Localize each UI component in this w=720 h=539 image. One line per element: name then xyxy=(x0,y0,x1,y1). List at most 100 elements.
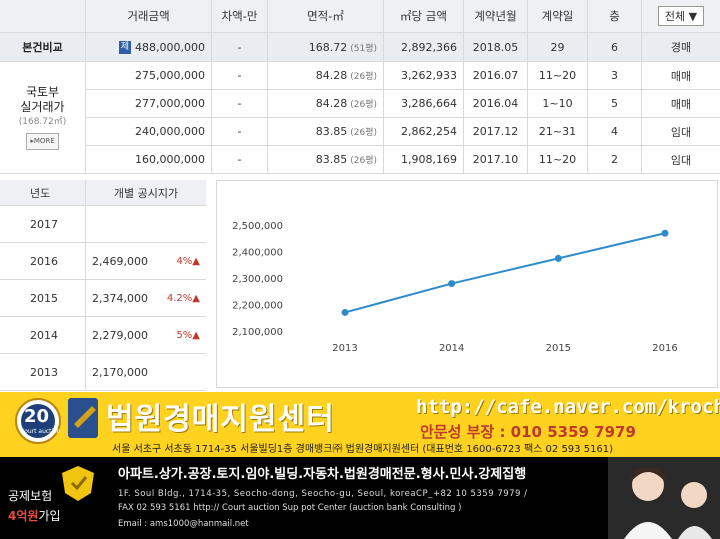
insurance-join: 가입 xyxy=(38,509,61,523)
subject-diff: - xyxy=(212,33,268,62)
table-row: 277,000,000- 84.28 (26평) 3,286,664 2016.04 1~… xyxy=(0,90,720,118)
land-price: 2,374,000 xyxy=(92,291,148,305)
y-tick-label: 2,200,000 xyxy=(232,301,283,312)
subject-row: 본건비교 제 488,000,000 - 168.72 (51평) 2,892,3… xyxy=(0,33,720,62)
trade-table: 거래금액 차액-만 면적-㎡ ㎡당 금액 계약년월 계약일 층 전체 ▼ 본건비… xyxy=(0,0,720,174)
header-floor: 층 xyxy=(588,0,642,33)
row-day: 11~20 xyxy=(528,62,588,90)
row-type: 임대 xyxy=(642,146,720,174)
data-point xyxy=(554,254,562,262)
row-price: 240,000,000 xyxy=(86,118,212,146)
row-area: 84.28 xyxy=(315,69,348,82)
ad-banner: 20 Court auction 법원경매지원센터 http://cafe.na… xyxy=(0,392,720,457)
row-area-unit: (26평) xyxy=(350,100,377,110)
subject-label: 본건비교 xyxy=(0,33,86,62)
y-tick-label: 2,400,000 xyxy=(232,248,283,259)
land-price: 2,469,000 xyxy=(92,254,148,268)
row-area: 84.28 xyxy=(315,97,348,110)
row-diff: - xyxy=(212,118,268,146)
row-type: 매매 xyxy=(642,90,720,118)
row-unit-price: 3,262,933 xyxy=(384,62,464,90)
row-area: 83.85 xyxy=(315,153,348,166)
subject-day: 29 xyxy=(528,33,588,62)
filter-dropdown[interactable]: 전체 ▼ xyxy=(657,6,705,26)
services-text: 아파트.상가.공장.토지.임야.빌딩.자동차.법원경매전문.형사.민사.강제집행 xyxy=(118,467,527,482)
insurance-amount: 4억원 xyxy=(8,509,39,523)
row-diff: - xyxy=(212,62,268,90)
table-header: 거래금액 차액-만 면적-㎡ ㎡당 금액 계약년월 계약일 층 전체 ▼ xyxy=(0,0,720,33)
land-price-chart: 2,100,000 2,200,000 2,300,000 2,400,000 2,50… xyxy=(216,180,718,388)
row-price: 275,000,000 xyxy=(86,62,212,90)
footer-email[interactable]: Email : ams1000@hanmail.net xyxy=(118,519,249,529)
land-change-pct: 5%▲ xyxy=(176,329,200,341)
badge-sub: Court auction xyxy=(20,428,61,435)
header-contract-month: 계약년월 xyxy=(464,0,528,33)
land-year: 2013 xyxy=(0,354,86,390)
row-diff: - xyxy=(212,90,268,118)
land-row: 2013 2,170,000 xyxy=(0,354,206,391)
x-tick-label: 2013 xyxy=(332,343,357,354)
subject-area-unit: (51평) xyxy=(350,43,377,54)
banner-url[interactable]: http://cafe.naver.com/krocha xyxy=(416,396,720,418)
subject-ym: 2018.05 xyxy=(464,33,528,62)
row-type: 임대 xyxy=(642,118,720,146)
operator-photo-icon xyxy=(608,457,720,539)
row-day: 21~31 xyxy=(528,118,588,146)
subject-floor: 6 xyxy=(588,33,642,62)
land-price: 2,170,000 xyxy=(92,365,148,379)
land-row: 2014 2,279,000 5%▲ xyxy=(0,317,206,354)
header-contract-day: 계약일 xyxy=(528,0,588,33)
molit-label: 국토부 실거래가 (168.72㎡) ▸MORE xyxy=(0,62,86,174)
table-row: 275,000,000- 84.28 (26평) 3,262,933 2016.07 11… xyxy=(0,62,720,90)
row-area: 83.85 xyxy=(315,125,348,138)
data-point xyxy=(341,308,349,316)
line-chart: 2,100,000 2,200,000 2,300,000 2,400,000 2,50… xyxy=(232,221,678,354)
subject-area: 168.72 xyxy=(308,40,348,54)
land-year: 2017 xyxy=(0,206,86,242)
land-change-pct: 4%▲ xyxy=(176,255,200,267)
footer-eng-2: FAX 02 593 5161 http:// Court auction Su… xyxy=(118,503,462,513)
header-unit-price: ㎡당 금액 xyxy=(384,0,464,33)
land-row: 2016 2,469,000 4%▲ xyxy=(0,243,206,280)
subject-type: 경매 xyxy=(642,33,720,62)
more-button[interactable]: ▸MORE xyxy=(26,133,59,150)
subject-price: 488,000,000 xyxy=(135,40,205,54)
row-floor: 3 xyxy=(588,62,642,90)
y-tick-label: 2,300,000 xyxy=(232,274,283,285)
row-area-unit: (26평) xyxy=(350,72,377,82)
row-ym: 2017.12 xyxy=(464,118,528,146)
center-logo-icon xyxy=(15,398,98,444)
row-type: 매매 xyxy=(642,62,720,90)
row-floor: 2 xyxy=(588,146,642,174)
header-diff: 차액-만 xyxy=(212,0,268,33)
land-row: 2015 2,374,000 4.2%▲ xyxy=(0,280,206,317)
row-ym: 2016.07 xyxy=(464,62,528,90)
banner-address: 서울 서초구 서초동 1714-35 서울빌딩1층 경매뱅크㈜ 법원경매지원센터… xyxy=(112,444,614,455)
y-tick-label: 2,100,000 xyxy=(232,327,283,338)
land-price-table: 년도 개별 공시지가 2017 2016 2,469,000 4%▲ 2015 2,374… xyxy=(0,180,206,391)
header-area: 면적-㎡ xyxy=(268,0,384,33)
x-tick-label: 2016 xyxy=(652,343,677,354)
x-tick-label: 2015 xyxy=(546,343,571,354)
land-year: 2015 xyxy=(0,280,86,316)
row-unit-price: 2,862,254 xyxy=(384,118,464,146)
x-tick-label: 2014 xyxy=(439,343,464,354)
land-change-pct: 4.2%▲ xyxy=(166,292,200,304)
footer: 공제보험 4억원가입 아파트.상가.공장.토지.임야.빌딩.자동차.법원경매전문… xyxy=(0,457,720,539)
banner-title: 법원경매지원센터 xyxy=(106,402,335,437)
row-price: 277,000,000 xyxy=(86,90,212,118)
land-year: 2014 xyxy=(0,317,86,353)
land-row: 2017 xyxy=(0,206,206,243)
shield-icon xyxy=(62,466,94,501)
row-unit-price: 3,286,664 xyxy=(384,90,464,118)
table-row: 160,000,000- 83.85 (26평) 1,908,169 2017.10 11… xyxy=(0,146,720,174)
row-ym: 2017.10 xyxy=(464,146,528,174)
insurance-label: 공제보험 xyxy=(8,489,53,503)
row-floor: 4 xyxy=(588,118,642,146)
header-price: 거래금액 xyxy=(86,0,212,33)
row-price: 160,000,000 xyxy=(86,146,212,174)
row-ym: 2016.04 xyxy=(464,90,528,118)
row-day: 11~20 xyxy=(528,146,588,174)
row-floor: 5 xyxy=(588,90,642,118)
badge-number: 20 xyxy=(24,406,50,427)
